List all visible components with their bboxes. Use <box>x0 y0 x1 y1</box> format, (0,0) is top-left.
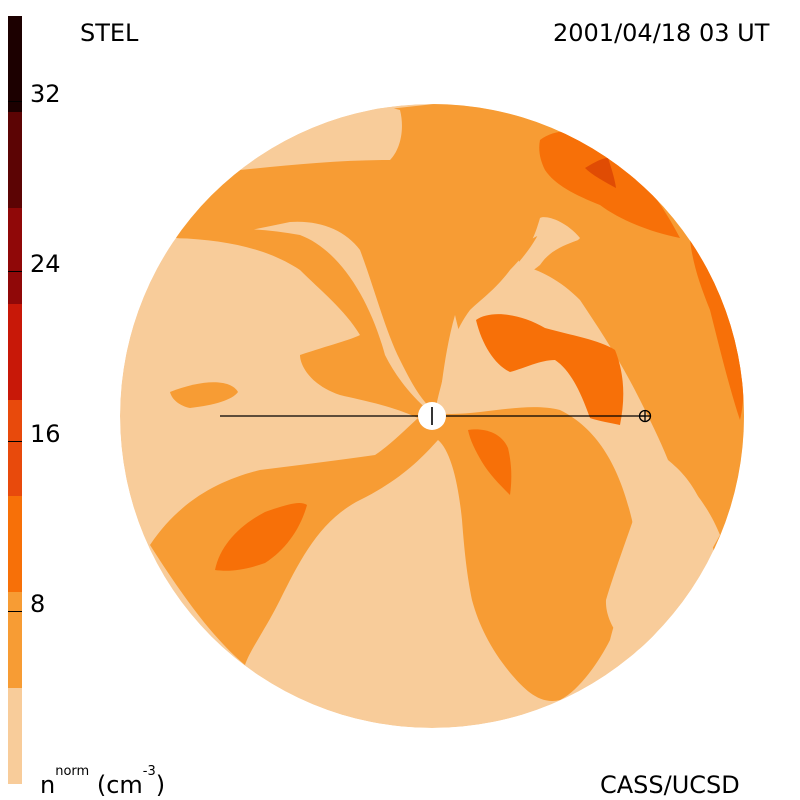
colorbar-segment <box>8 688 22 784</box>
colorbar-segment <box>8 400 22 496</box>
colorbar-segment <box>8 208 22 304</box>
density-region-mid <box>176 104 744 650</box>
density-region-high <box>215 502 307 571</box>
density-region-high <box>468 429 512 495</box>
density-region-mid <box>170 382 238 408</box>
colorbar-tick-label: 8 <box>30 590 46 618</box>
colorbar-segment <box>8 496 22 592</box>
unit-label: nnorm (cm-3) <box>40 764 166 799</box>
density-region-mid <box>150 229 634 701</box>
colorbar-tick <box>8 271 22 272</box>
colorbar-tick-label: 24 <box>30 250 61 278</box>
density-region-light <box>438 315 469 411</box>
density-region-light <box>240 104 402 170</box>
source-label: STEL <box>80 19 139 47</box>
colorbar-segment <box>8 592 22 688</box>
colorbar-tick <box>8 101 22 102</box>
colorbar-segment <box>8 304 22 400</box>
density-region-high <box>690 240 744 420</box>
density-region-light <box>512 218 578 275</box>
density-region-light <box>605 470 720 650</box>
density-region-high <box>476 314 624 425</box>
colorbar-tick <box>8 441 22 442</box>
colorbar-tick-label: 32 <box>30 80 61 108</box>
timestamp-label: 2001/04/18 03 UT <box>553 19 770 47</box>
colorbar-segment <box>8 16 22 112</box>
colorbar <box>8 16 22 784</box>
credit-label: CASS/UCSD <box>600 771 740 799</box>
density-region-high <box>539 131 680 238</box>
colorbar-tick-label: 16 <box>30 420 61 448</box>
density-region-peak <box>585 158 616 188</box>
colorbar-segment <box>8 112 22 208</box>
colorbar-tick <box>8 611 22 612</box>
